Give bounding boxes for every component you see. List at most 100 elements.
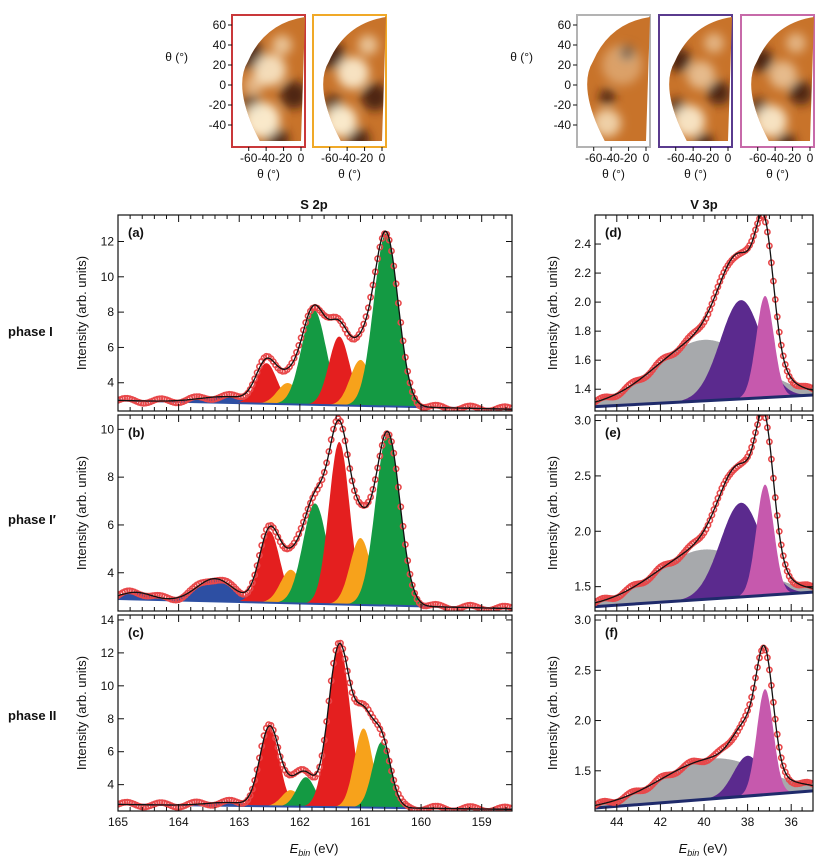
map-xtick-label: 0 <box>725 151 732 165</box>
v3p-title: V 3p <box>690 197 718 212</box>
map-xtick-label: 0 <box>379 151 386 165</box>
ytick-label: 1.8 <box>574 324 591 338</box>
angular-map-features <box>242 35 305 141</box>
panel-b: 4 6 8 10 (b) Intensity (arb. units) <box>74 414 513 612</box>
angular-map-5 <box>740 14 815 148</box>
plot-area <box>118 230 512 411</box>
background-line <box>595 590 813 609</box>
angular-map-1 <box>231 14 306 148</box>
xtick-label: 163 <box>229 815 249 829</box>
map-xtick-label: -20 <box>356 151 374 165</box>
data-point <box>710 506 718 513</box>
panel-frame <box>117 214 513 412</box>
background-line <box>595 789 813 810</box>
component-peak-3 <box>595 689 813 808</box>
s2p-title: S 2p <box>300 197 328 212</box>
map-ylabel: θ (°) <box>165 50 188 64</box>
ytick-label: 6 <box>107 340 114 354</box>
map-ytick-label: -40 <box>554 118 572 132</box>
map-xlabel: θ (°) <box>602 167 625 181</box>
fit-line <box>595 644 813 807</box>
map-ytick-label: 40 <box>213 38 227 52</box>
data-point <box>337 417 344 425</box>
ytick-label: 10 <box>101 679 115 693</box>
ytick-label: 4 <box>107 778 114 792</box>
data-point <box>253 369 261 376</box>
map-xtick-label: -60 <box>321 151 339 165</box>
ytick-label: 1.6 <box>574 353 591 367</box>
map-ytick-label: 60 <box>558 18 572 32</box>
panel-e: 1.5 2.0 2.5 3.0 (e) Intensity (arb. units) <box>545 414 814 612</box>
map-xtick-label: -40 <box>257 151 275 165</box>
component-peak-5 <box>118 645 512 810</box>
angular-map-2 <box>312 14 387 148</box>
ytick-label: 3.0 <box>574 613 591 627</box>
angular-map-dark-spot <box>789 81 813 105</box>
ytick-label: 2.2 <box>574 266 591 280</box>
ytick-label: 6 <box>107 745 114 759</box>
ylabel: Intensity (arb. units) <box>545 456 560 570</box>
xtick-label: 44 <box>610 815 624 829</box>
ylabel: Intensity (arb. units) <box>74 656 89 770</box>
xtick-label: 42 <box>654 815 668 829</box>
angular-map-dark-spot <box>361 83 386 111</box>
component-peak-1 <box>118 802 512 810</box>
ytick-label: 2.0 <box>574 524 591 538</box>
map-xtick-label: -20 <box>702 151 720 165</box>
plot-area <box>595 415 813 609</box>
panel-letter: (a) <box>128 225 144 240</box>
map-xtick-label: 0 <box>807 151 814 165</box>
row-label-phase-1: phase I <box>8 324 53 339</box>
panel-frame <box>117 614 513 812</box>
angular-map-bright-spot <box>769 61 797 89</box>
plot-area <box>595 644 813 810</box>
plot-area <box>118 415 512 611</box>
map-xtick-label: -60 <box>240 151 258 165</box>
angular-map-dark-spot <box>776 133 796 141</box>
xtick-label: 162 <box>290 815 310 829</box>
xtick-label: 36 <box>785 815 799 829</box>
map-ytick-label: 0 <box>219 78 226 92</box>
panel-letter: (e) <box>605 425 621 440</box>
ytick-label: 10 <box>101 270 115 284</box>
map-ytick-label: -40 <box>209 118 227 132</box>
map-ytick-label: 40 <box>558 38 572 52</box>
angular-map-dark-spot <box>346 128 370 141</box>
data-point <box>758 415 765 417</box>
panel-c: 4 6 8 10 12 14 165 164 163 162 161 160 159 (c) Intensi… <box>74 613 513 829</box>
xtick-label: 40 <box>697 815 711 829</box>
map-xtick-label: -40 <box>338 151 356 165</box>
ytick-label: 2.0 <box>574 714 591 728</box>
data-point <box>251 571 259 579</box>
data-point <box>339 645 347 653</box>
ylabel: Intensity (arb. units) <box>74 456 89 570</box>
map-xtick-label: -60 <box>667 151 685 165</box>
xtick-label: 38 <box>741 815 755 829</box>
angular-map-bright-spot <box>244 75 264 95</box>
map-xtick-label: -60 <box>585 151 603 165</box>
spectra-panels: 4 6 8 10 12 (a) Intensity (arb. units) 4 6 8 10 (b)… <box>74 214 814 829</box>
angular-map-features <box>323 35 386 141</box>
data-point <box>708 511 716 519</box>
map-xtick-label: 0 <box>643 151 650 165</box>
data-point <box>781 561 789 568</box>
ytick-label: 8 <box>107 305 114 319</box>
ytick-label: 2.0 <box>574 295 591 309</box>
angular-map-bright-spot <box>272 35 292 55</box>
component-peak-5 <box>118 503 512 609</box>
angular-map-bright-spot <box>602 45 642 85</box>
background-line <box>595 393 813 409</box>
angular-map-3 <box>576 14 651 148</box>
panel-letter: (c) <box>128 625 144 640</box>
map-ylabel: θ (°) <box>510 50 533 64</box>
angular-map-bright-spot <box>786 33 806 53</box>
data-point <box>337 639 344 647</box>
ytick-label: 8 <box>107 470 114 484</box>
component-peak-3 <box>595 484 813 607</box>
panel-letter: (f) <box>605 625 618 640</box>
xtick-label: 159 <box>472 815 492 829</box>
fit-line <box>118 642 512 811</box>
fit-line <box>595 215 813 403</box>
